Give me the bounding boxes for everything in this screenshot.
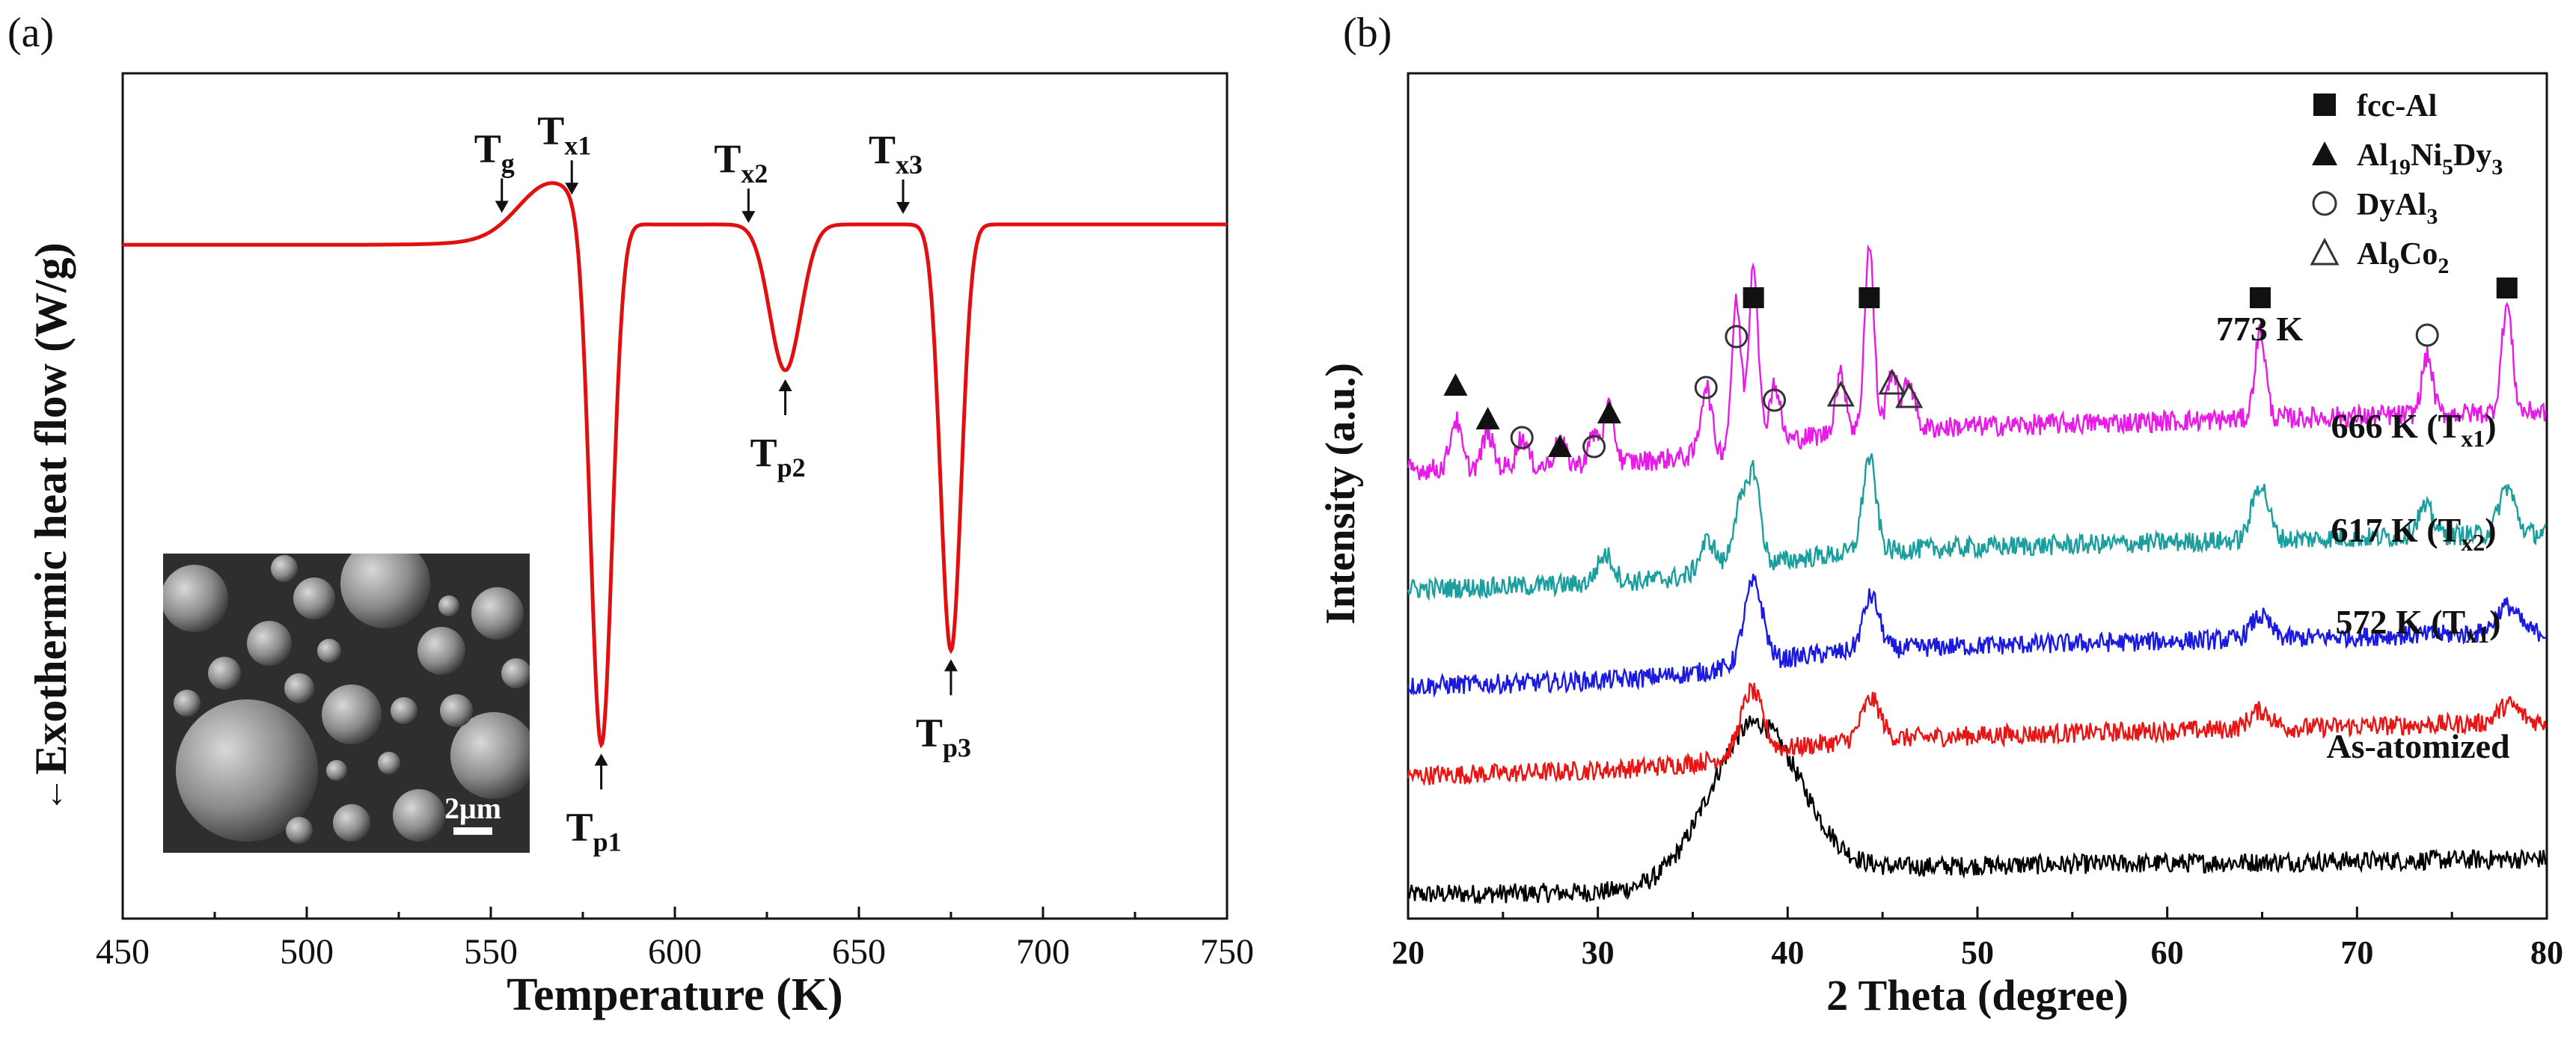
panel-b-label: (b): [1343, 10, 1392, 56]
panel-a-y-axis-arrow: ↓: [48, 773, 66, 812]
annotation-label: Tp1: [566, 804, 622, 857]
al19ni5dy3-marker: [1547, 435, 1572, 457]
annotation-arrow-head: [778, 379, 792, 392]
panel-a-x-axis-label: Temperature (K): [507, 969, 842, 1020]
xrd-curve-4: [1407, 244, 2547, 480]
dyal3-marker: [1510, 426, 1534, 450]
panel-b-x-tick-label: 70: [2340, 934, 2373, 971]
panel-b-x-axis-label: 2 Theta (degree): [1826, 971, 2129, 1020]
panel-a-x-tick-label: 500: [280, 932, 334, 972]
panel-a-x-tick-label: 550: [464, 932, 518, 972]
sem-scale-bar-label: 2μm: [444, 791, 501, 825]
annotation-label: Tg: [474, 126, 515, 178]
panel-b-xrd-curves: [1407, 244, 2547, 904]
sem-particles: [163, 554, 530, 844]
curve-label: As-atomized: [2326, 727, 2510, 765]
curve-label: 617 K (Tx2): [2331, 511, 2496, 556]
xrd-curve-1: [1407, 682, 2547, 787]
al19ni5dy3-marker: [1597, 401, 1621, 423]
legend-entry: Al19Ni5Dy3: [2312, 138, 2503, 180]
panel-b: (b) 20 30 40 50 60 70 80 2 Theta (degree) Inte…: [1318, 10, 2563, 1020]
panel-b-x-tick-label: 30: [1582, 934, 1615, 971]
panel-a-x-tick-label: 750: [1200, 932, 1254, 972]
panel-a: (a) 450 500 550 600 650 700 750 Temperature (K…: [7, 10, 1254, 1020]
curve-label: 572 K (Tx1): [2335, 603, 2500, 648]
panel-b-phase-markers: [1443, 278, 2518, 459]
dyal3-marker: [1763, 388, 1787, 412]
panel-b-x-tick-label: 40: [1771, 934, 1804, 971]
annotation-arrow-head: [565, 183, 579, 195]
sem-scale-bar: [453, 827, 492, 835]
fcc-al-marker: [1743, 287, 1764, 308]
al9co2-marker: [1826, 380, 1855, 407]
sem-inset: 2μm: [163, 554, 530, 853]
al19ni5dy3-marker: [1443, 373, 1468, 396]
dyal3-marker: [1582, 435, 1606, 459]
panel-a-x-tick-label: 600: [648, 932, 702, 972]
annotation-label: Tx1: [537, 108, 591, 160]
annotation-Tx2: Tx2: [714, 136, 768, 224]
panel-a-y-axis-label: Exothermic heat flow (W/g): [26, 242, 76, 775]
panel-a-x-tick-label: 450: [96, 932, 150, 972]
annotation-arrow-head: [944, 659, 958, 672]
legend-entry: DyAl3: [2312, 188, 2438, 229]
panel-b-curve-labels: As-atomized 572 K (Tx1) 617 K (Tx2) 666 K (…: [2216, 310, 2510, 765]
al9co2-marker: [1878, 368, 1906, 395]
annotation-arrow-head: [594, 753, 608, 766]
xrd-curve-3: [1407, 453, 2547, 601]
annotation-label: Tx3: [869, 127, 923, 180]
panel-a-annotations: Tg Tx1 Tx2 Tx3 Tp1 Tp2 Tp3: [474, 108, 971, 857]
panel-a-x-tick-label: 700: [1016, 932, 1070, 972]
al9co2-marker: [2310, 237, 2340, 266]
panel-b-x-tick-label: 50: [1961, 934, 1994, 971]
annotation-arrow-head: [896, 202, 911, 215]
fcc-al-marker: [2313, 94, 2336, 116]
dyal3-marker: [1694, 376, 1718, 399]
curve-label: 773 K: [2216, 310, 2304, 348]
annotation-arrow-head: [741, 211, 756, 224]
panel-b-legend: fcc-Al Al19Ni5Dy3 DyAl3 Al9Co2: [2310, 89, 2503, 278]
xrd-curve-2: [1407, 573, 2547, 699]
legend-label: Al19Ni5Dy3: [2357, 138, 2503, 180]
al19ni5dy3-marker: [2312, 141, 2337, 165]
annotation-Tg: Tg: [474, 126, 515, 213]
dyal3-marker: [2415, 323, 2439, 347]
panel-a-label: (a): [7, 10, 54, 56]
panel-a-x-ticks: 450 500 550 600 650 700 750: [96, 907, 1254, 972]
legend-label: Al9Co2: [2357, 237, 2449, 278]
annotation-label: Tp2: [750, 430, 806, 482]
legend-entry: Al9Co2: [2310, 237, 2449, 278]
panel-a-dsc-curve: [123, 181, 1227, 749]
fcc-al-marker: [2496, 278, 2518, 298]
annotation-Tx3: Tx3: [869, 127, 923, 215]
annotation-label: Tx2: [714, 136, 768, 189]
annotation-Tp1: Tp1: [566, 753, 622, 857]
panel-b-x-ticks: 20 30 40 50 60 70 80: [1392, 907, 2563, 971]
fcc-al-marker: [2249, 287, 2271, 308]
annotation-arrow-head: [495, 200, 509, 213]
panel-a-x-tick-label: 650: [832, 932, 886, 972]
legend-entry: fcc-Al: [2313, 89, 2437, 123]
xrd-curve-0: [1407, 715, 2547, 904]
annotation-Tp2: Tp2: [750, 379, 806, 482]
al19ni5dy3-marker: [1475, 407, 1500, 429]
dyal3-marker: [2312, 191, 2337, 216]
panel-b-x-tick-label: 60: [2151, 934, 2184, 971]
fcc-al-marker: [1858, 287, 1880, 308]
legend-label: DyAl3: [2357, 188, 2438, 229]
panel-b-x-tick-label: 80: [2530, 934, 2563, 971]
annotation-label: Tp3: [916, 710, 971, 762]
curve-label: 666 K (Tx1): [2331, 407, 2496, 452]
al9co2-marker: [1895, 381, 1924, 408]
panel-b-x-tick-label: 20: [1392, 934, 1425, 971]
panel-b-y-axis-label: Intensity (a.u.): [1318, 363, 1364, 625]
dyal3-marker: [1725, 325, 1749, 349]
annotation-Tx1: Tx1: [537, 108, 591, 195]
annotation-Tp3: Tp3: [916, 659, 971, 762]
legend-label: fcc-Al: [2357, 89, 2437, 123]
